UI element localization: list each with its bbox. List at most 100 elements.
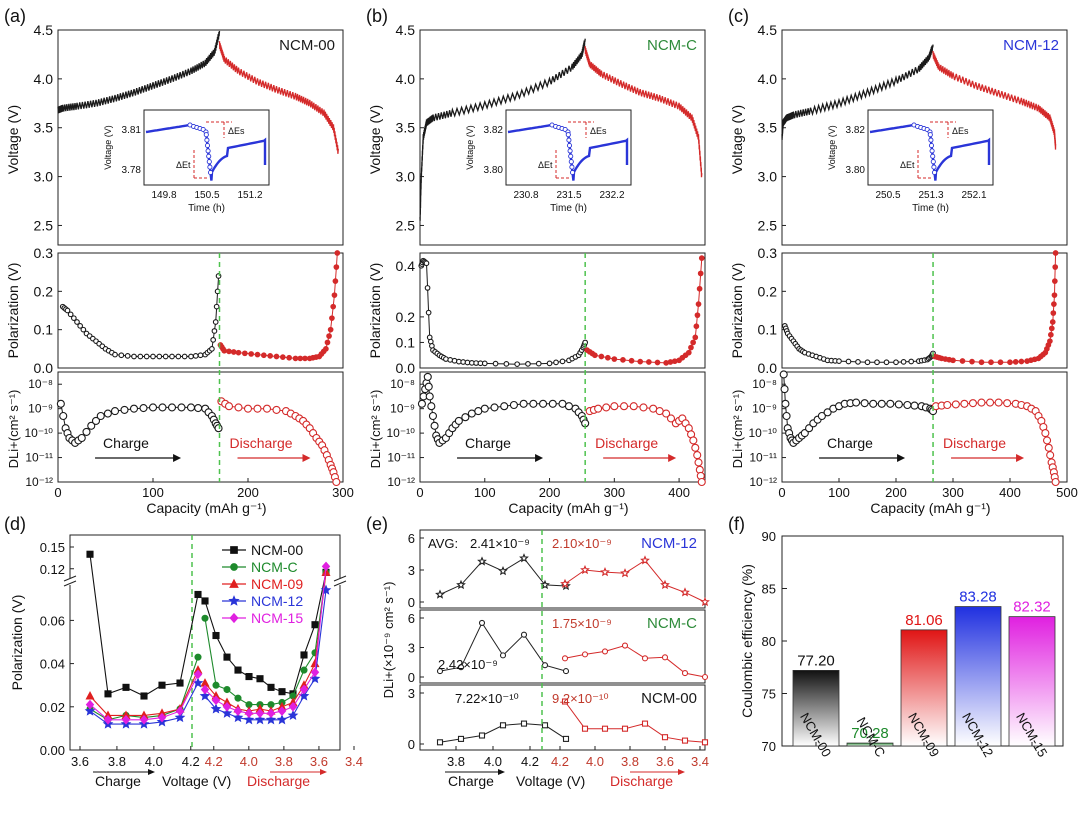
bar-value-label: 83.28: [959, 589, 997, 606]
series-charge-point: [140, 692, 148, 700]
diffusion-charge-point: [186, 403, 196, 412]
inset-xtick-label: 149.8: [151, 190, 176, 201]
polarization-ytick-label: 0.3: [758, 245, 778, 261]
polarization-charge-point: [143, 353, 150, 360]
diffusion-discharge-point: [1044, 443, 1053, 452]
x-tick-charge-label: 4.2: [182, 754, 200, 769]
voltage-ytick-label: 2.5: [758, 217, 778, 233]
x-tick-charge-label: 4.2: [521, 754, 539, 769]
y-axis-label: Coulombic efficiency (%): [739, 564, 755, 718]
voltage-ytick-label: 2.5: [34, 217, 54, 233]
inset-voltage-curve: [507, 123, 629, 181]
voltage-axis-label: Voltage (V): [5, 105, 21, 174]
x-tick-label: 200: [237, 485, 259, 500]
legend-label: NCM-09: [251, 576, 303, 592]
diffusion-ytick-label: 10⁻¹⁰: [25, 426, 54, 440]
voltage-discharge-curve: [218, 41, 339, 154]
series-discharge-point: [234, 694, 242, 702]
polarization-discharge-point: [248, 351, 255, 357]
inset-xtick-label: 251.3: [918, 190, 943, 201]
inset-es-label: ΔEs: [590, 126, 607, 136]
polarization-charge-point: [212, 319, 219, 325]
inset-marker: [566, 142, 573, 149]
subplot-name: NCM-00: [641, 690, 697, 707]
polarization-charge-point: [864, 359, 871, 366]
series-discharge-point: [277, 706, 287, 716]
diffusion-charge-point: [56, 399, 65, 408]
discharge-point: [621, 642, 629, 649]
series-discharge-point: [265, 714, 277, 725]
subplot-frame: [419, 529, 706, 609]
series-discharge-point: [223, 653, 231, 661]
inset-ytick-label: 3.82: [484, 125, 504, 136]
polarization-discharge-point: [260, 352, 267, 359]
polarization-discharge-point: [302, 355, 308, 362]
diffusion-frame: [57, 371, 344, 483]
voltage-ytick-label: 4.5: [34, 22, 54, 38]
polarization-charge-point: [80, 326, 87, 333]
inset-ylabel: Voltage (V): [465, 125, 475, 170]
charge-point: [541, 722, 549, 729]
series-charge-point: [84, 705, 96, 716]
discharge-point: [660, 579, 670, 590]
diffusion-discharge-point: [694, 458, 703, 467]
diffusion-discharge-point: [985, 398, 995, 407]
discharge-point: [581, 651, 589, 658]
charge-label: Charge: [827, 435, 873, 451]
y-tick-label: 0.06: [40, 613, 65, 628]
inset-ytick-label: 3.80: [846, 165, 866, 176]
charge-point: [519, 553, 529, 563]
polarization-discharge-point: [323, 345, 329, 352]
series-discharge-point: [278, 688, 286, 696]
panel-d: 0.00 0.02 0.04 0.06 0.12 0.15 Polarization (V)…: [9, 534, 363, 789]
discharge-point: [581, 725, 589, 732]
x-tick-charge-label: 4.0: [484, 754, 502, 769]
polarization-charge-point: [197, 352, 204, 359]
x-tick-charge-label: 3.8: [447, 754, 465, 769]
charge-point: [436, 739, 444, 746]
diffusion-ytick-label: 10⁻¹¹: [749, 451, 777, 465]
inset-marker: [928, 137, 934, 143]
series-charge-line: [89, 554, 199, 697]
polarization-charge-point: [118, 352, 125, 359]
discharge-avg: 1.75×10⁻⁹: [552, 616, 612, 631]
polarization-charge-point: [492, 360, 499, 367]
diffusion-charge-point: [428, 411, 438, 421]
voltage-axis-label: Voltage (V): [367, 105, 383, 174]
diffusion-charge-point: [158, 403, 167, 412]
diffusion-charge-point: [214, 424, 223, 433]
diffusion-charge-point: [430, 421, 439, 430]
y-tick-label: 70: [762, 739, 776, 754]
panels-abc: 2.5 3.0 3.5 4.0 4.5 Voltage (V) NCM-00 ΔEs ΔEt 14…: [5, 22, 1078, 516]
x-tick-discharge-label: 4.2: [205, 754, 223, 769]
axis-break-left: [63, 580, 77, 587]
series-discharge-point: [255, 708, 265, 719]
voltage-ytick-label: 2.5: [396, 217, 416, 233]
polarization-ytick-label: 0.1: [396, 334, 416, 350]
polarization-discharge-point: [273, 353, 280, 360]
diffusion-charge-point: [120, 405, 129, 414]
y-tick-label: 3: [408, 563, 415, 578]
inset-et-label: ΔEt: [900, 160, 915, 170]
polarization-ytick-label: 0.3: [34, 245, 54, 261]
x-tick-discharge-label: 4.2: [551, 754, 569, 769]
charge-label: Charge: [95, 773, 141, 789]
diffusion-charge-point: [59, 411, 68, 421]
diffusion-discharge-point: [629, 402, 638, 411]
inset-ylabel: Voltage (V): [827, 125, 837, 170]
series-discharge-point: [256, 675, 264, 683]
diffusion-discharge-point: [994, 398, 1003, 407]
charge-point: [498, 565, 508, 576]
diffusion-charge-point: [423, 372, 432, 381]
diffusion-discharge-point: [968, 399, 978, 408]
inset-marker: [206, 159, 212, 165]
inset-marker: [205, 148, 211, 154]
series-discharge-point: [200, 684, 210, 695]
diffusion-charge-point: [529, 399, 538, 408]
series-discharge-point: [311, 621, 319, 629]
diffusion-discharge-point: [951, 400, 960, 409]
polarization-discharge-point: [1050, 310, 1057, 316]
diffusion-charge-point: [87, 421, 96, 430]
diffusion-charge-point: [480, 404, 489, 413]
polarization-discharge-point: [241, 350, 248, 357]
